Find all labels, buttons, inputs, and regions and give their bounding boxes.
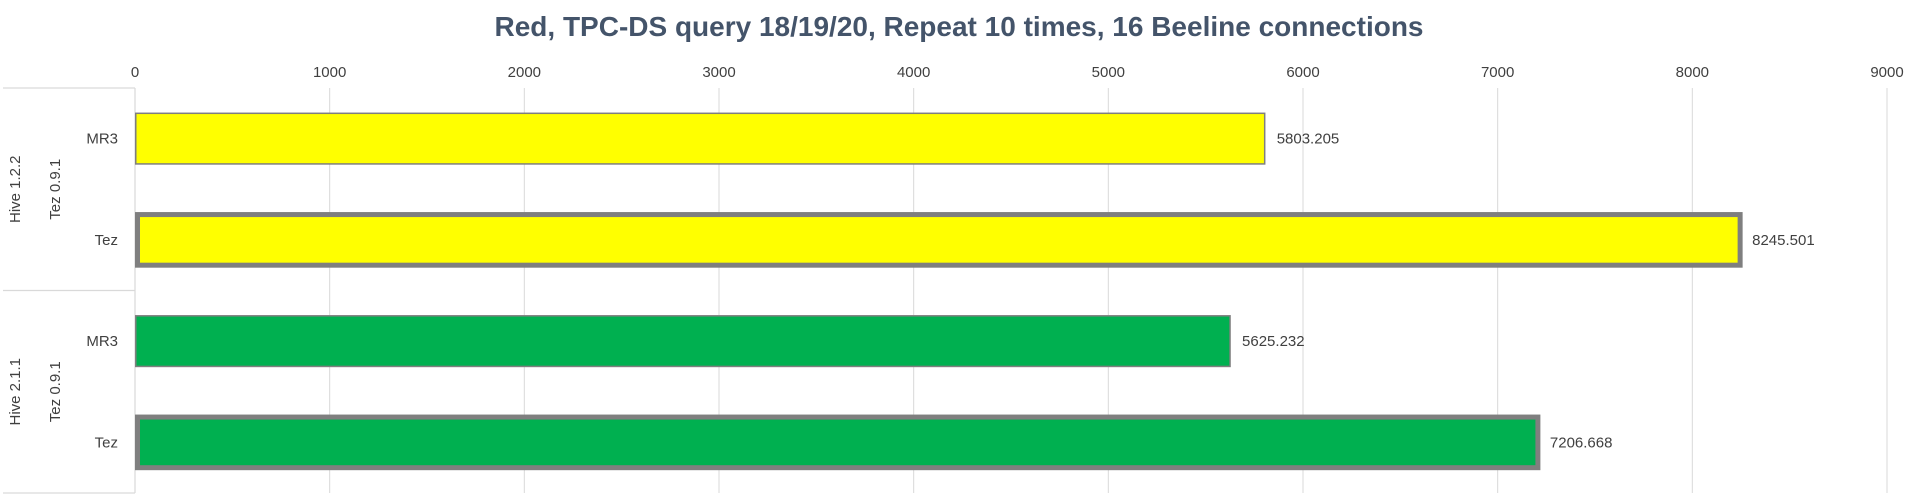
x-tick-label: 4000 xyxy=(897,64,930,81)
group-label: Hive 2.1.1 xyxy=(7,358,24,426)
x-tick-label: 0 xyxy=(131,64,139,81)
data-label: 8245.501 xyxy=(1752,232,1815,249)
x-tick-label: 5000 xyxy=(1092,64,1125,81)
x-tick-label: 8000 xyxy=(1676,64,1709,81)
group-sublabel: Tez 0.9.1 xyxy=(47,159,64,220)
x-tick-label: 2000 xyxy=(508,64,541,81)
group-label: Hive 1.2.2 xyxy=(7,155,24,223)
x-tick-label: 6000 xyxy=(1286,64,1319,81)
x-tick-label: 9000 xyxy=(1870,64,1903,81)
category-label: Tez xyxy=(95,232,118,249)
data-label: 5625.232 xyxy=(1242,333,1305,350)
category-label: Tez xyxy=(95,434,118,451)
data-label: 7206.668 xyxy=(1550,434,1613,451)
x-tick-label: 3000 xyxy=(702,64,735,81)
bar xyxy=(135,212,1743,268)
bar xyxy=(135,315,1231,368)
bars xyxy=(135,112,1743,471)
bar xyxy=(135,414,1541,471)
category-axis: Hive 1.2.2 Tez 0.9.1 MR3 Tez Hive 2.1.1 Tez 0… xyxy=(3,87,136,494)
category-label: MR3 xyxy=(86,131,118,148)
group-sublabel: Tez 0.9.1 xyxy=(47,361,64,422)
bar xyxy=(135,112,1266,165)
data-labels: 5803.205 8245.501 5625.232 7206.668 xyxy=(1242,131,1815,452)
tick-labels: 0 1000 2000 3000 4000 5000 6000 7000 8000 9000 xyxy=(131,64,1904,81)
x-tick-label: 1000 xyxy=(313,64,346,81)
category-label: MR3 xyxy=(86,333,118,350)
chart-title: Red, TPC-DS query 18/19/20, Repeat 10 ti… xyxy=(494,11,1423,42)
data-label: 5803.205 xyxy=(1277,131,1340,148)
x-tick-label: 7000 xyxy=(1481,64,1514,81)
